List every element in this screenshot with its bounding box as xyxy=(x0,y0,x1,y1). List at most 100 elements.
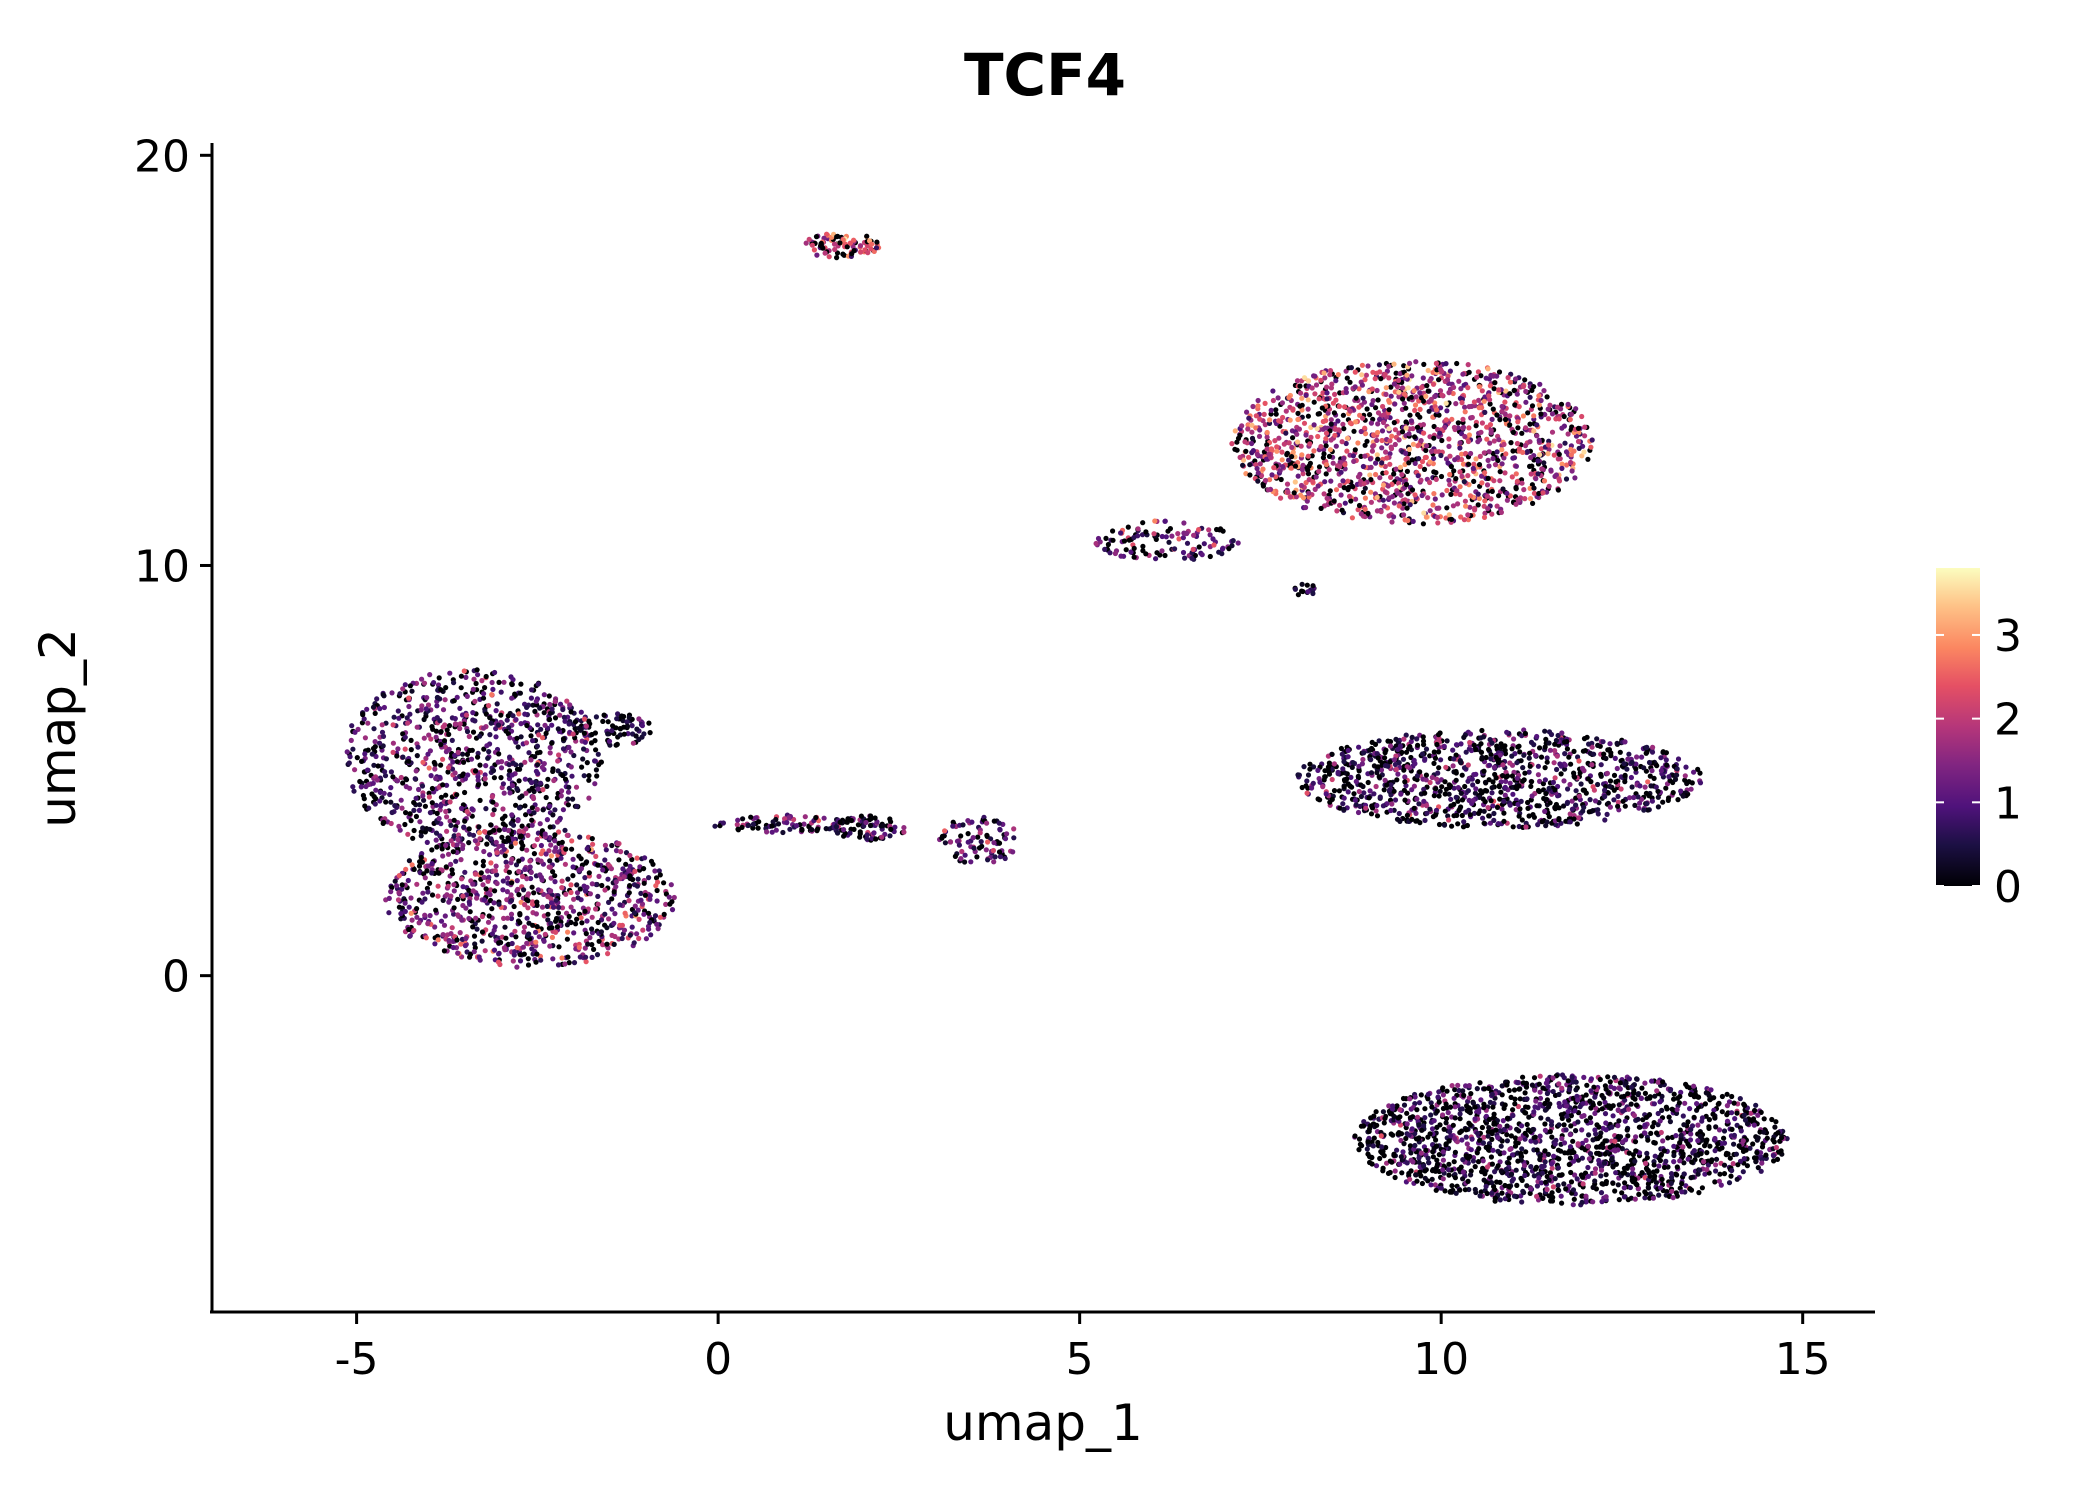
cell-point xyxy=(601,712,607,718)
cell-point xyxy=(544,817,551,823)
cell-point xyxy=(1637,800,1643,806)
cell-point xyxy=(867,822,874,829)
cell-point xyxy=(1363,805,1369,811)
cell-point xyxy=(496,940,502,946)
cell-point xyxy=(463,935,469,942)
cell-point xyxy=(406,926,412,933)
cell-point xyxy=(546,864,552,870)
cell-point xyxy=(1482,498,1488,504)
cell-point xyxy=(1455,785,1461,791)
cell-point xyxy=(510,958,516,964)
cell-point xyxy=(549,722,555,728)
cell-point xyxy=(1546,483,1552,489)
cell-point xyxy=(537,705,543,711)
cell-point xyxy=(1448,491,1454,497)
cell-point xyxy=(1441,743,1447,750)
cell-point xyxy=(1480,815,1486,821)
cell-point xyxy=(533,698,539,704)
cell-point xyxy=(1475,491,1481,497)
cell-point xyxy=(1562,440,1568,446)
cell-point xyxy=(634,931,640,937)
cell-point xyxy=(442,913,448,919)
cell-point xyxy=(1110,537,1116,543)
cell-point xyxy=(482,781,489,787)
cell-point xyxy=(411,827,417,834)
cell-point xyxy=(1603,755,1609,762)
cell-point xyxy=(464,693,470,700)
cell-point xyxy=(520,843,526,849)
cell-point xyxy=(434,695,440,701)
cell-point xyxy=(414,753,420,759)
cell-point xyxy=(1343,389,1349,395)
cell-point xyxy=(496,951,502,957)
cell-point xyxy=(396,823,402,830)
cell-point xyxy=(653,875,660,881)
cell-point xyxy=(1180,535,1186,541)
cell-point xyxy=(1542,765,1548,771)
cell-point xyxy=(396,890,402,896)
cell-point xyxy=(1391,361,1397,367)
cell-point xyxy=(888,826,894,833)
cluster-left-arm xyxy=(566,711,653,748)
cell-point xyxy=(577,954,583,960)
cell-point xyxy=(455,749,461,756)
cell-point xyxy=(1481,768,1487,774)
cell-point xyxy=(402,682,408,688)
cell-point xyxy=(532,754,538,760)
bridge-1 xyxy=(712,812,865,836)
cell-point xyxy=(1413,359,1419,365)
cell-point xyxy=(1481,514,1488,521)
cell-point xyxy=(1446,512,1452,518)
cell-point xyxy=(809,242,816,248)
cell-point xyxy=(1496,387,1502,393)
cell-point xyxy=(425,889,431,895)
cell-point xyxy=(1415,473,1421,479)
cell-point xyxy=(1234,439,1240,445)
cell-point xyxy=(593,747,599,753)
cell-point xyxy=(533,939,539,945)
cell-point xyxy=(1379,437,1385,444)
cell-point xyxy=(965,818,971,824)
cell-point xyxy=(638,897,644,903)
cell-point xyxy=(510,713,516,719)
cell-point xyxy=(1423,443,1430,449)
cell-point xyxy=(746,822,752,828)
cell-point xyxy=(1457,469,1463,475)
cell-point xyxy=(586,773,592,779)
cell-point xyxy=(621,874,627,880)
cell-point xyxy=(1323,430,1330,436)
cell-point xyxy=(1214,526,1220,533)
cell-point xyxy=(1431,491,1437,497)
cell-point xyxy=(1377,794,1383,800)
cell-point xyxy=(457,725,463,732)
cell-point xyxy=(444,727,450,733)
cell-point xyxy=(1513,484,1519,491)
cell-point xyxy=(374,696,380,702)
cell-point xyxy=(403,866,409,873)
cell-point xyxy=(1376,362,1382,368)
cell-point xyxy=(863,819,869,826)
cell-point xyxy=(1556,817,1562,823)
cell-point xyxy=(1528,783,1534,790)
cell-point xyxy=(648,858,655,864)
cell-point xyxy=(1292,479,1298,485)
cell-point xyxy=(1367,747,1373,753)
cell-point xyxy=(1454,488,1460,494)
cell-point xyxy=(613,725,619,731)
cell-point xyxy=(1402,797,1408,803)
cell-point xyxy=(609,896,615,902)
cell-point xyxy=(420,793,426,799)
cell-point xyxy=(1423,777,1429,783)
cell-point xyxy=(818,243,824,249)
cell-point xyxy=(1492,462,1499,468)
cell-point xyxy=(1478,749,1485,756)
cell-point xyxy=(426,794,432,800)
cell-point xyxy=(514,945,520,951)
cell-point xyxy=(1489,740,1495,746)
cell-point xyxy=(451,680,457,686)
cell-point xyxy=(536,732,542,738)
cell-point xyxy=(1196,527,1202,533)
cell-point xyxy=(595,919,601,926)
cell-point xyxy=(449,925,455,931)
